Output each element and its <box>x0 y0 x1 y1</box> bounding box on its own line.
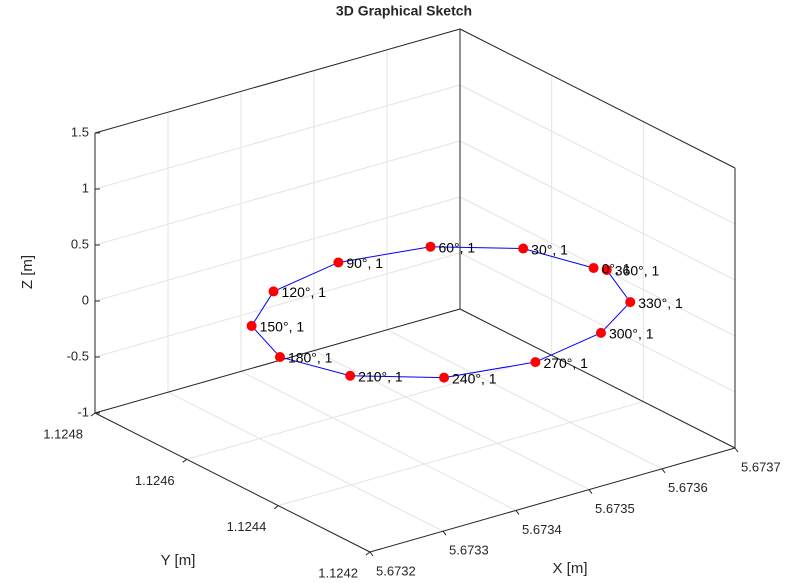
data-point <box>625 297 636 308</box>
point-label: 180°, 1 <box>288 350 333 366</box>
x-tick <box>515 510 520 515</box>
x-tick-label: 5.6733 <box>449 543 489 558</box>
z-tick-label: 1.5 <box>71 124 89 139</box>
data-point <box>518 243 529 254</box>
grid-line <box>167 391 444 532</box>
y-tick <box>182 458 187 463</box>
x-tick-label: 5.6736 <box>668 480 708 495</box>
point-label: 120°, 1 <box>282 284 327 300</box>
point-label: 0°, 1 <box>602 261 631 277</box>
point-label: 300°, 1 <box>609 326 654 342</box>
y-tick-label: 1.1248 <box>43 426 83 441</box>
z-tick-label: 0 <box>82 292 89 307</box>
x-tick <box>734 447 739 453</box>
x-tick-label: 5.6737 <box>741 459 781 474</box>
axis-box <box>459 28 736 169</box>
z-tick-label: -1 <box>77 404 89 419</box>
y-tick <box>90 412 96 417</box>
point-label: 360°, 1 <box>615 263 660 279</box>
data-point <box>439 372 450 383</box>
x-tick <box>661 468 666 474</box>
x-tick-label: 5.6735 <box>595 501 635 516</box>
x-tick <box>588 489 593 494</box>
grid-line <box>94 196 461 302</box>
z-tick-label: 1 <box>82 180 89 195</box>
data-point <box>425 241 436 252</box>
x-tick-label: 5.6732 <box>376 563 416 578</box>
y-tick <box>274 505 279 510</box>
grid-line <box>186 354 552 460</box>
grid-line <box>94 84 461 190</box>
x-tick <box>442 530 447 536</box>
y-tick <box>365 551 371 556</box>
data-point <box>268 286 279 297</box>
point-label: 90°, 1 <box>346 255 383 271</box>
grid-line <box>459 252 736 393</box>
point-label: 270°, 1 <box>543 355 588 371</box>
axis-box <box>459 308 736 449</box>
chart-title: 3D Graphical Sketch <box>336 3 472 19</box>
data-point <box>274 351 285 362</box>
data-point <box>333 257 344 268</box>
y-tick-label: 1.1242 <box>318 565 358 580</box>
axis-box <box>94 28 461 134</box>
data-point <box>588 262 599 273</box>
point-label: 330°, 1 <box>638 295 683 311</box>
data-point <box>601 265 612 276</box>
grid-line <box>94 252 461 358</box>
grid-line <box>386 329 663 470</box>
axis-box <box>369 447 736 553</box>
grid-line <box>459 140 736 281</box>
grid-line <box>459 84 736 225</box>
grid-line <box>278 401 644 507</box>
grid-line <box>240 370 517 511</box>
point-label: 30°, 1 <box>531 241 568 257</box>
axis-box <box>94 412 371 553</box>
point-label: 210°, 1 <box>358 368 403 384</box>
point-label: 150°, 1 <box>260 319 305 335</box>
z-tick-label: -0.5 <box>67 348 89 363</box>
x-tick <box>369 551 374 557</box>
y-tick-label: 1.1244 <box>227 519 267 534</box>
data-point <box>530 357 541 368</box>
grid-line <box>313 350 590 491</box>
x-axis-label: X [m] <box>552 560 587 577</box>
z-axis-label: Z [m] <box>19 255 36 289</box>
y-axis-label: Y [m] <box>161 552 196 569</box>
y-tick-label: 1.1246 <box>135 473 175 488</box>
point-label: 60°, 1 <box>438 239 475 255</box>
z-tick-label: 0.5 <box>71 236 89 251</box>
point-label: 240°, 1 <box>452 370 497 386</box>
grid-line <box>94 140 461 246</box>
data-point <box>595 327 606 338</box>
x-tick-label: 5.6734 <box>522 522 562 537</box>
data-point <box>345 370 356 381</box>
data-point <box>246 320 257 331</box>
